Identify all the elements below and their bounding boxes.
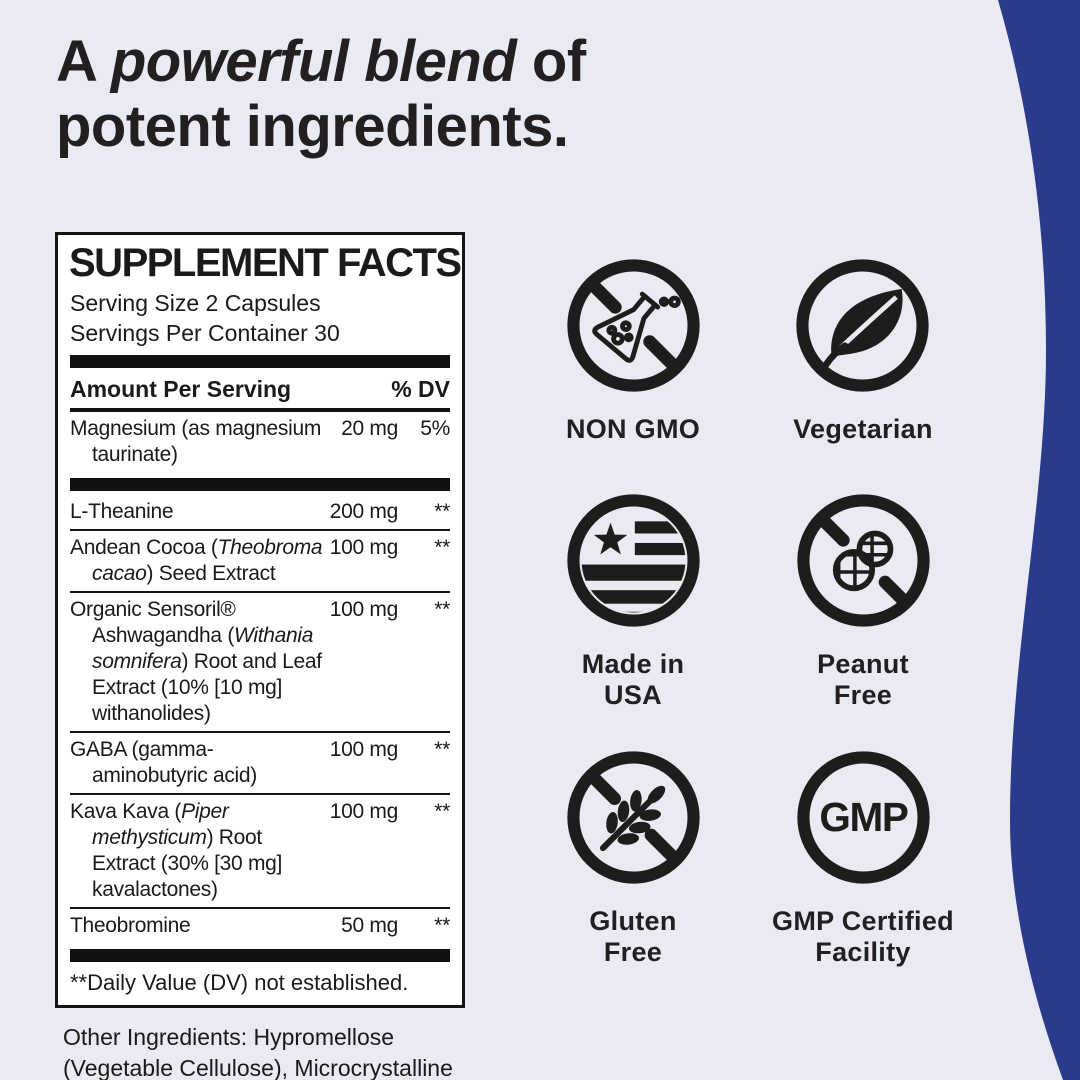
ingredient-row: Andean Cocoa (Theobroma cacao) Seed Extr… (70, 528, 450, 591)
badge-label: NON GMO (566, 414, 700, 445)
other-ingredients: Other Ingredients: Hypromellose (Vegetab… (63, 1024, 453, 1080)
ingredient-name-text: Magnesium (as magnesium taurinate) (70, 416, 322, 466)
badge-label-line: Free (603, 937, 663, 968)
ingredient-row: GABA (gamma-aminobutyric acid) 100 mg ** (70, 730, 450, 793)
leaf-icon (796, 259, 930, 392)
no-gmo-flask-icon (566, 259, 700, 392)
ingredient-botanical-name: Piper methysticum (92, 799, 229, 849)
thick-divider (70, 949, 450, 963)
ingredient-name-text: Andean Cocoa ( (70, 535, 218, 559)
badge-grid: NON GMO Vegetarian (518, 258, 978, 969)
ingredient-rows-primary: Magnesium (as magnesium taurinate) 20 mg… (70, 412, 450, 472)
serving-size: Serving Size 2 Capsules (70, 289, 321, 316)
ingredient-row: Magnesium (as magnesium taurinate) 20 mg… (70, 412, 450, 472)
ingredient-dv: ** (434, 597, 450, 621)
amount-per-serving-header: Amount Per Serving (70, 375, 292, 402)
ingredient-dv: ** (434, 737, 450, 761)
badge-label-line: USA (604, 680, 662, 711)
badge-label-line: Made in (581, 649, 685, 679)
ingredient-dv: ** (434, 499, 450, 523)
ingredient-amount: 100 mg (329, 799, 399, 823)
headline: A powerful blend of potent ingredients. (56, 29, 746, 160)
no-gluten-wheat-icon (566, 751, 700, 884)
ingredient-row: Theobromine 50 mg ** (70, 907, 450, 943)
daily-value-footnote: **Daily Value (DV) not established. (70, 970, 409, 996)
headline-suffix: of potent ingredients. (56, 29, 586, 159)
ingredient-name: Organic Sensoril® Ashwagandha (Withania … (70, 597, 326, 727)
ingredient-name-text: ) Root and Leaf Extract (10% [10 mg] wit… (92, 649, 322, 725)
badge-label: GMP Certified Facility (772, 906, 954, 969)
ingredient-dv: ** (434, 535, 450, 559)
ingredient-name: Theobromine (70, 913, 326, 939)
ingredient-name: L-Theanine (70, 499, 326, 525)
thick-divider (70, 477, 450, 491)
ingredient-botanical-name: Withania somnifera (92, 623, 314, 673)
ingredient-name: Kava Kava (Piper methysticum) Root Extra… (70, 799, 326, 903)
ingredient-dv: ** (434, 799, 450, 823)
badge-label-line: Vegetarian (793, 414, 933, 444)
ingredient-amount: 20 mg (341, 416, 398, 440)
badge-label-line: GMP Certified (772, 906, 954, 936)
headline-prefix: A (56, 29, 111, 94)
ingredient-row: Kava Kava (Piper methysticum) Root Extra… (70, 792, 450, 907)
medium-divider (70, 407, 450, 412)
ingredient-dv: ** (434, 914, 450, 938)
badge-made-in-usa: Made in USA (566, 493, 701, 712)
badge-gmp-certified: GMP GMP Certified Facility (772, 750, 954, 969)
badge-non-gmo: NON GMO (566, 258, 701, 445)
ingredient-rows: L-Theanine 200 mg ** Andean Cocoa (Theob… (70, 495, 450, 943)
badge-label: Peanut Free (817, 649, 909, 712)
supplement-facts-title: SUPPLEMENT FACTS (69, 241, 462, 285)
ingredient-amount: 100 mg (329, 597, 399, 621)
servings-per-container: Servings Per Container 30 (70, 320, 340, 347)
gmp-circle-icon: GMP (796, 751, 930, 884)
ingredient-name: Magnesium (as magnesium taurinate) (70, 416, 326, 468)
ingredient-row: L-Theanine 200 mg ** (70, 495, 450, 529)
badge-label-line: Peanut (817, 649, 909, 679)
badge-label: Vegetarian (793, 414, 933, 445)
ingredient-dv: 5% (420, 416, 450, 440)
ingredient-name-text: Theobromine (70, 914, 191, 938)
badge-label-line: Gluten (589, 906, 677, 936)
headline-emphasis: powerful blend (110, 29, 517, 94)
ingredient-amount: 50 mg (341, 914, 398, 938)
usa-flag-icon (566, 494, 700, 627)
ingredient-name-text: ) Seed Extract (146, 561, 276, 585)
ingredient-amount: 100 mg (329, 737, 399, 761)
ingredient-name: Andean Cocoa (Theobroma cacao) Seed Extr… (70, 535, 326, 587)
badge-label-line: Free (833, 680, 893, 711)
badge-label: Made in USA (582, 649, 685, 712)
badge-gluten-free: Gluten Free (566, 750, 701, 969)
ingredient-name-text: Kava Kava ( (70, 799, 182, 823)
thick-divider (70, 354, 450, 368)
ingredient-amount: 200 mg (329, 499, 399, 523)
ingredient-name-text: GABA (gamma-aminobutyric acid) (70, 737, 257, 787)
badge-label-line: NON GMO (565, 414, 701, 444)
ingredient-name-text: ) Root Extract (30% [30 mg] kavalactones… (92, 825, 283, 901)
ingredient-name: GABA (gamma-aminobutyric acid) (70, 737, 326, 789)
ingredient-row: Organic Sensoril® Ashwagandha (Withania … (70, 590, 450, 731)
badge-label-line: Facility (815, 937, 911, 968)
column-headers: Amount Per Serving % DV (70, 372, 450, 406)
left-column: SUPPLEMENT FACTS Serving Size 2 Capsules… (55, 232, 465, 1080)
badge-peanut-free: Peanut Free (796, 493, 931, 712)
ingredient-amount: 100 mg (329, 535, 399, 559)
badge-label: Gluten Free (589, 906, 676, 969)
ingredient-name-text: L-Theanine (70, 499, 174, 523)
ingredient-botanical-name: Theobroma cacao (92, 535, 323, 585)
gmp-icon-text: GMP (819, 794, 908, 840)
supplement-facts-panel: SUPPLEMENT FACTS Serving Size 2 Capsules… (55, 232, 465, 1009)
no-peanut-icon (796, 494, 930, 627)
badge-vegetarian: Vegetarian (793, 258, 933, 445)
percent-dv-header: % DV (391, 375, 450, 402)
ingredient-name-text: Organic Sensoril® Ashwagandha ( (70, 597, 236, 647)
